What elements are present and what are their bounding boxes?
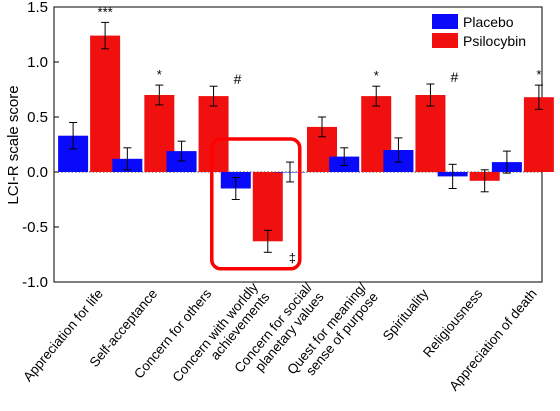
legend: Placebo Psilocybin: [432, 14, 526, 49]
highlight-box: [210, 137, 302, 271]
bar-psilocybin-2: [198, 96, 229, 172]
error-bars: [69, 21, 543, 253]
x-category-label-0: Appreciation for life: [20, 286, 106, 384]
y-axis-ticks: -1.0 -0.5 0.0 0.5 1.0 1.5: [22, 0, 59, 291]
bar-placebo-2: [166, 151, 197, 172]
bars: [58, 35, 554, 242]
y-tick-label: 0.0: [27, 164, 48, 181]
x-category-label-6: Spirituality: [380, 286, 432, 344]
significance-annotation-5: *: [374, 68, 379, 83]
significance-annotation-1: *: [157, 67, 162, 82]
y-tick-label: 1.0: [27, 54, 48, 71]
significance-annotation-8: *: [536, 67, 541, 82]
legend-label-psilocybin: Psilocybin: [463, 33, 526, 49]
legend-swatch-psilocybin: [432, 33, 458, 48]
y-tick-label: 1.5: [27, 0, 48, 16]
bar-psilocybin-3: [252, 172, 283, 242]
y-axis-title: LCI-R scale score: [5, 85, 22, 204]
y-tick-label: -0.5: [22, 219, 48, 236]
y-tick-label: -1.0: [22, 274, 48, 291]
legend-label-placebo: Placebo: [463, 14, 514, 30]
significance-annotations: **** # * # *: [98, 4, 542, 87]
significance-annotation-0: ***: [98, 4, 113, 19]
x-category-label-line: Appreciation for life: [20, 286, 106, 384]
x-axis-category-labels: Appreciation for lifeSelf-acceptanceConc…: [20, 280, 540, 394]
bar-psilocybin-0: [90, 35, 121, 172]
y-tick-label: 0.5: [27, 109, 48, 126]
significance-annotation-6: #: [451, 69, 459, 85]
significance-annotation-2: #: [234, 71, 242, 87]
legend-swatch-placebo: [432, 14, 458, 29]
x-category-label-line: Spirituality: [380, 286, 432, 344]
bar-psilocybin-6: [415, 95, 446, 172]
plot-area: -1.0-0.50.00.51.01.5 **** # * # * ‡: [22, 0, 554, 291]
worldly-significance-marker: ‡: [289, 250, 296, 265]
